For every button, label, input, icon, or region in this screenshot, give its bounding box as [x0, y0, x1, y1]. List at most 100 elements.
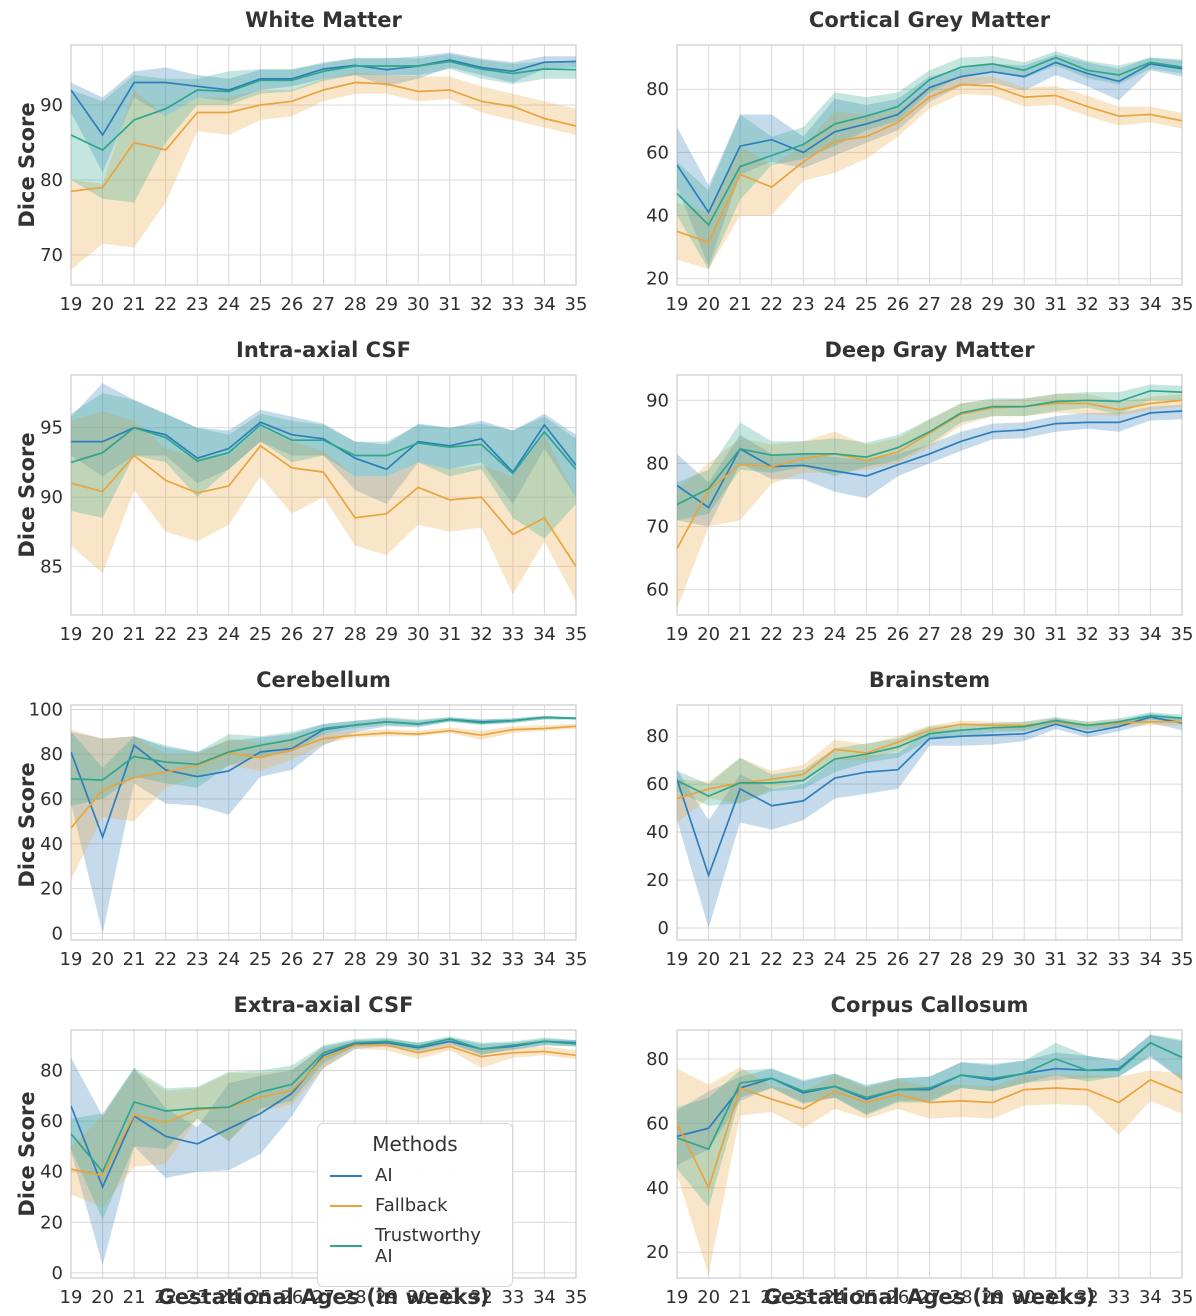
subplot-deep-gray-matter: Deep Gray Matter 60 70 80 90 19 20 21 22 23 24 25 2…: [598, 330, 1196, 660]
uncertainty-band-trustworthy-ai: [71, 393, 576, 539]
x-tick-label: 34: [533, 949, 556, 970]
uncertainty-band-ai: [677, 1034, 1182, 1166]
chart-title: Brainstem: [868, 668, 991, 692]
x-tick-label: 27: [918, 624, 941, 645]
x-tick-label: 29: [375, 1287, 398, 1308]
x-tick-label: 27: [312, 294, 335, 315]
y-tick-label: 80: [646, 453, 669, 474]
uncertainty-band-trustworthy-ai: [677, 712, 1182, 806]
x-tick-label: 27: [312, 949, 335, 970]
series-line-fallback: [71, 444, 576, 567]
y-tick-label: 40: [40, 1162, 63, 1183]
x-tick-label: 25: [249, 624, 272, 645]
x-tick-label: 20: [697, 1287, 720, 1308]
y-tick-label: 20: [40, 1212, 63, 1233]
x-tick-label: 33: [1107, 624, 1130, 645]
x-tick-label: 21: [123, 949, 146, 970]
x-tick-label: 23: [186, 949, 209, 970]
y-tick-label: 60: [40, 1111, 63, 1132]
y-tick-label: 80: [40, 170, 63, 191]
x-tick-label: 33: [1107, 294, 1130, 315]
y-tick-label: 90: [40, 95, 63, 116]
legend-label: AI: [375, 1165, 393, 1186]
legend-label: Fallback: [375, 1195, 448, 1216]
x-tick-label: 30: [1013, 1287, 1036, 1308]
chart-title: Extra-axial CSF: [233, 993, 414, 1017]
x-tick-label: 31: [1044, 294, 1067, 315]
y-tick-label: 70: [646, 517, 669, 538]
x-tick-label: 20: [697, 624, 720, 645]
plot-area: 0 20 40 60 80 19 20 21 22 23 24 25 26 27 28 29 30 31 32 33 3…: [646, 704, 1193, 970]
uncertainty-band-fallback: [71, 1041, 576, 1208]
x-tick-label: 22: [760, 1287, 783, 1308]
x-tick-label: 26: [280, 624, 303, 645]
x-tick-label: 35: [565, 294, 588, 315]
x-tick-label: 29: [981, 949, 1004, 970]
subplot-brainstem: Brainstem 0 20 40 60 80 19 20 21 22 23 24 25 26 27 28 2…: [598, 660, 1196, 985]
x-tick-label: 23: [792, 1287, 815, 1308]
x-tick-label: 30: [1013, 624, 1036, 645]
x-axis-label: Gestational Ages (in weeks): [763, 1285, 1096, 1309]
x-tick-label: 26: [886, 1287, 909, 1308]
x-tick-label: 22: [760, 949, 783, 970]
x-tick-label: 22: [154, 624, 177, 645]
y-tick-label: 20: [646, 1242, 669, 1263]
x-tick-label: 30: [1013, 294, 1036, 315]
y-tick-label: 60: [646, 580, 669, 601]
x-tick-label: 28: [344, 949, 367, 970]
y-axis-label: Dice Score: [15, 1091, 39, 1217]
x-tick-label: 23: [186, 294, 209, 315]
series-line-trustworthy-ai: [677, 389, 1182, 506]
x-tick-label: 32: [1076, 294, 1099, 315]
trustworthy-ai-line-swatch: [330, 1245, 362, 1247]
x-tick-label: 22: [154, 949, 177, 970]
x-tick-label: 25: [855, 294, 878, 315]
x-tick-label: 23: [186, 1287, 209, 1308]
uncertainty-band-ai: [71, 1037, 576, 1266]
x-tick-label: 21: [123, 1287, 146, 1308]
x-tick-label: 22: [760, 624, 783, 645]
y-tick-label: 80: [40, 744, 63, 765]
x-tick-label: 28: [950, 949, 973, 970]
x-tick-label: 25: [855, 624, 878, 645]
x-tick-label: 30: [407, 1287, 430, 1308]
x-tick-label: 20: [91, 624, 114, 645]
x-tick-label: 25: [249, 1287, 272, 1308]
y-tick-label: 90: [40, 487, 63, 508]
uncertainty-band-fallback: [677, 718, 1182, 823]
x-tick-label: 19: [60, 624, 83, 645]
subplot-extra-axial-csf: Extra-axial CSF Dice Score 0 20 40 60 80 19 20…: [0, 985, 598, 1316]
x-tick-label: 28: [950, 294, 973, 315]
x-tick-label: 29: [375, 624, 398, 645]
x-tick-label: 19: [60, 294, 83, 315]
x-tick-label: 32: [470, 624, 493, 645]
series-line-trustworthy-ai: [677, 714, 1182, 798]
y-tick-label: 20: [646, 870, 669, 891]
plot-area: 60 70 80 90 19 20 21 22 23 24 25 26 27 28 29 30 31 32 33 34…: [646, 374, 1193, 645]
series-line-trustworthy-ai: [677, 1041, 1182, 1151]
x-tick-label: 27: [312, 1287, 335, 1308]
y-tick-label: 70: [40, 245, 63, 266]
x-tick-label: 28: [344, 624, 367, 645]
x-tick-label: 34: [1139, 1287, 1162, 1308]
x-tick-label: 24: [823, 294, 846, 315]
x-tick-label: 19: [60, 1287, 83, 1308]
x-tick-label: 29: [375, 949, 398, 970]
plot-area: 20 40 60 80 19 20 21 22 23 24 25 26 27 28 29 30 31 32 33 34…: [646, 44, 1193, 315]
x-tick-label: 31: [1044, 1287, 1067, 1308]
x-tick-label: 31: [1044, 624, 1067, 645]
x-tick-label: 35: [1171, 1287, 1194, 1308]
x-tick-label: 26: [280, 294, 303, 315]
x-tick-label: 30: [1013, 949, 1036, 970]
x-tick-label: 22: [760, 294, 783, 315]
uncertainty-band-fallback: [677, 76, 1182, 270]
legend-label: Trustworthy AI: [375, 1225, 481, 1267]
y-tick-label: 100: [29, 700, 63, 721]
x-tick-label: 29: [375, 294, 398, 315]
uncertainty-band-trustworthy-ai: [71, 1036, 576, 1220]
y-tick-label: 60: [40, 789, 63, 810]
series-line-fallback: [71, 725, 576, 829]
y-tick-label: 0: [52, 1263, 63, 1284]
x-tick-label: 31: [438, 294, 461, 315]
uncertainty-band-ai: [71, 52, 576, 173]
